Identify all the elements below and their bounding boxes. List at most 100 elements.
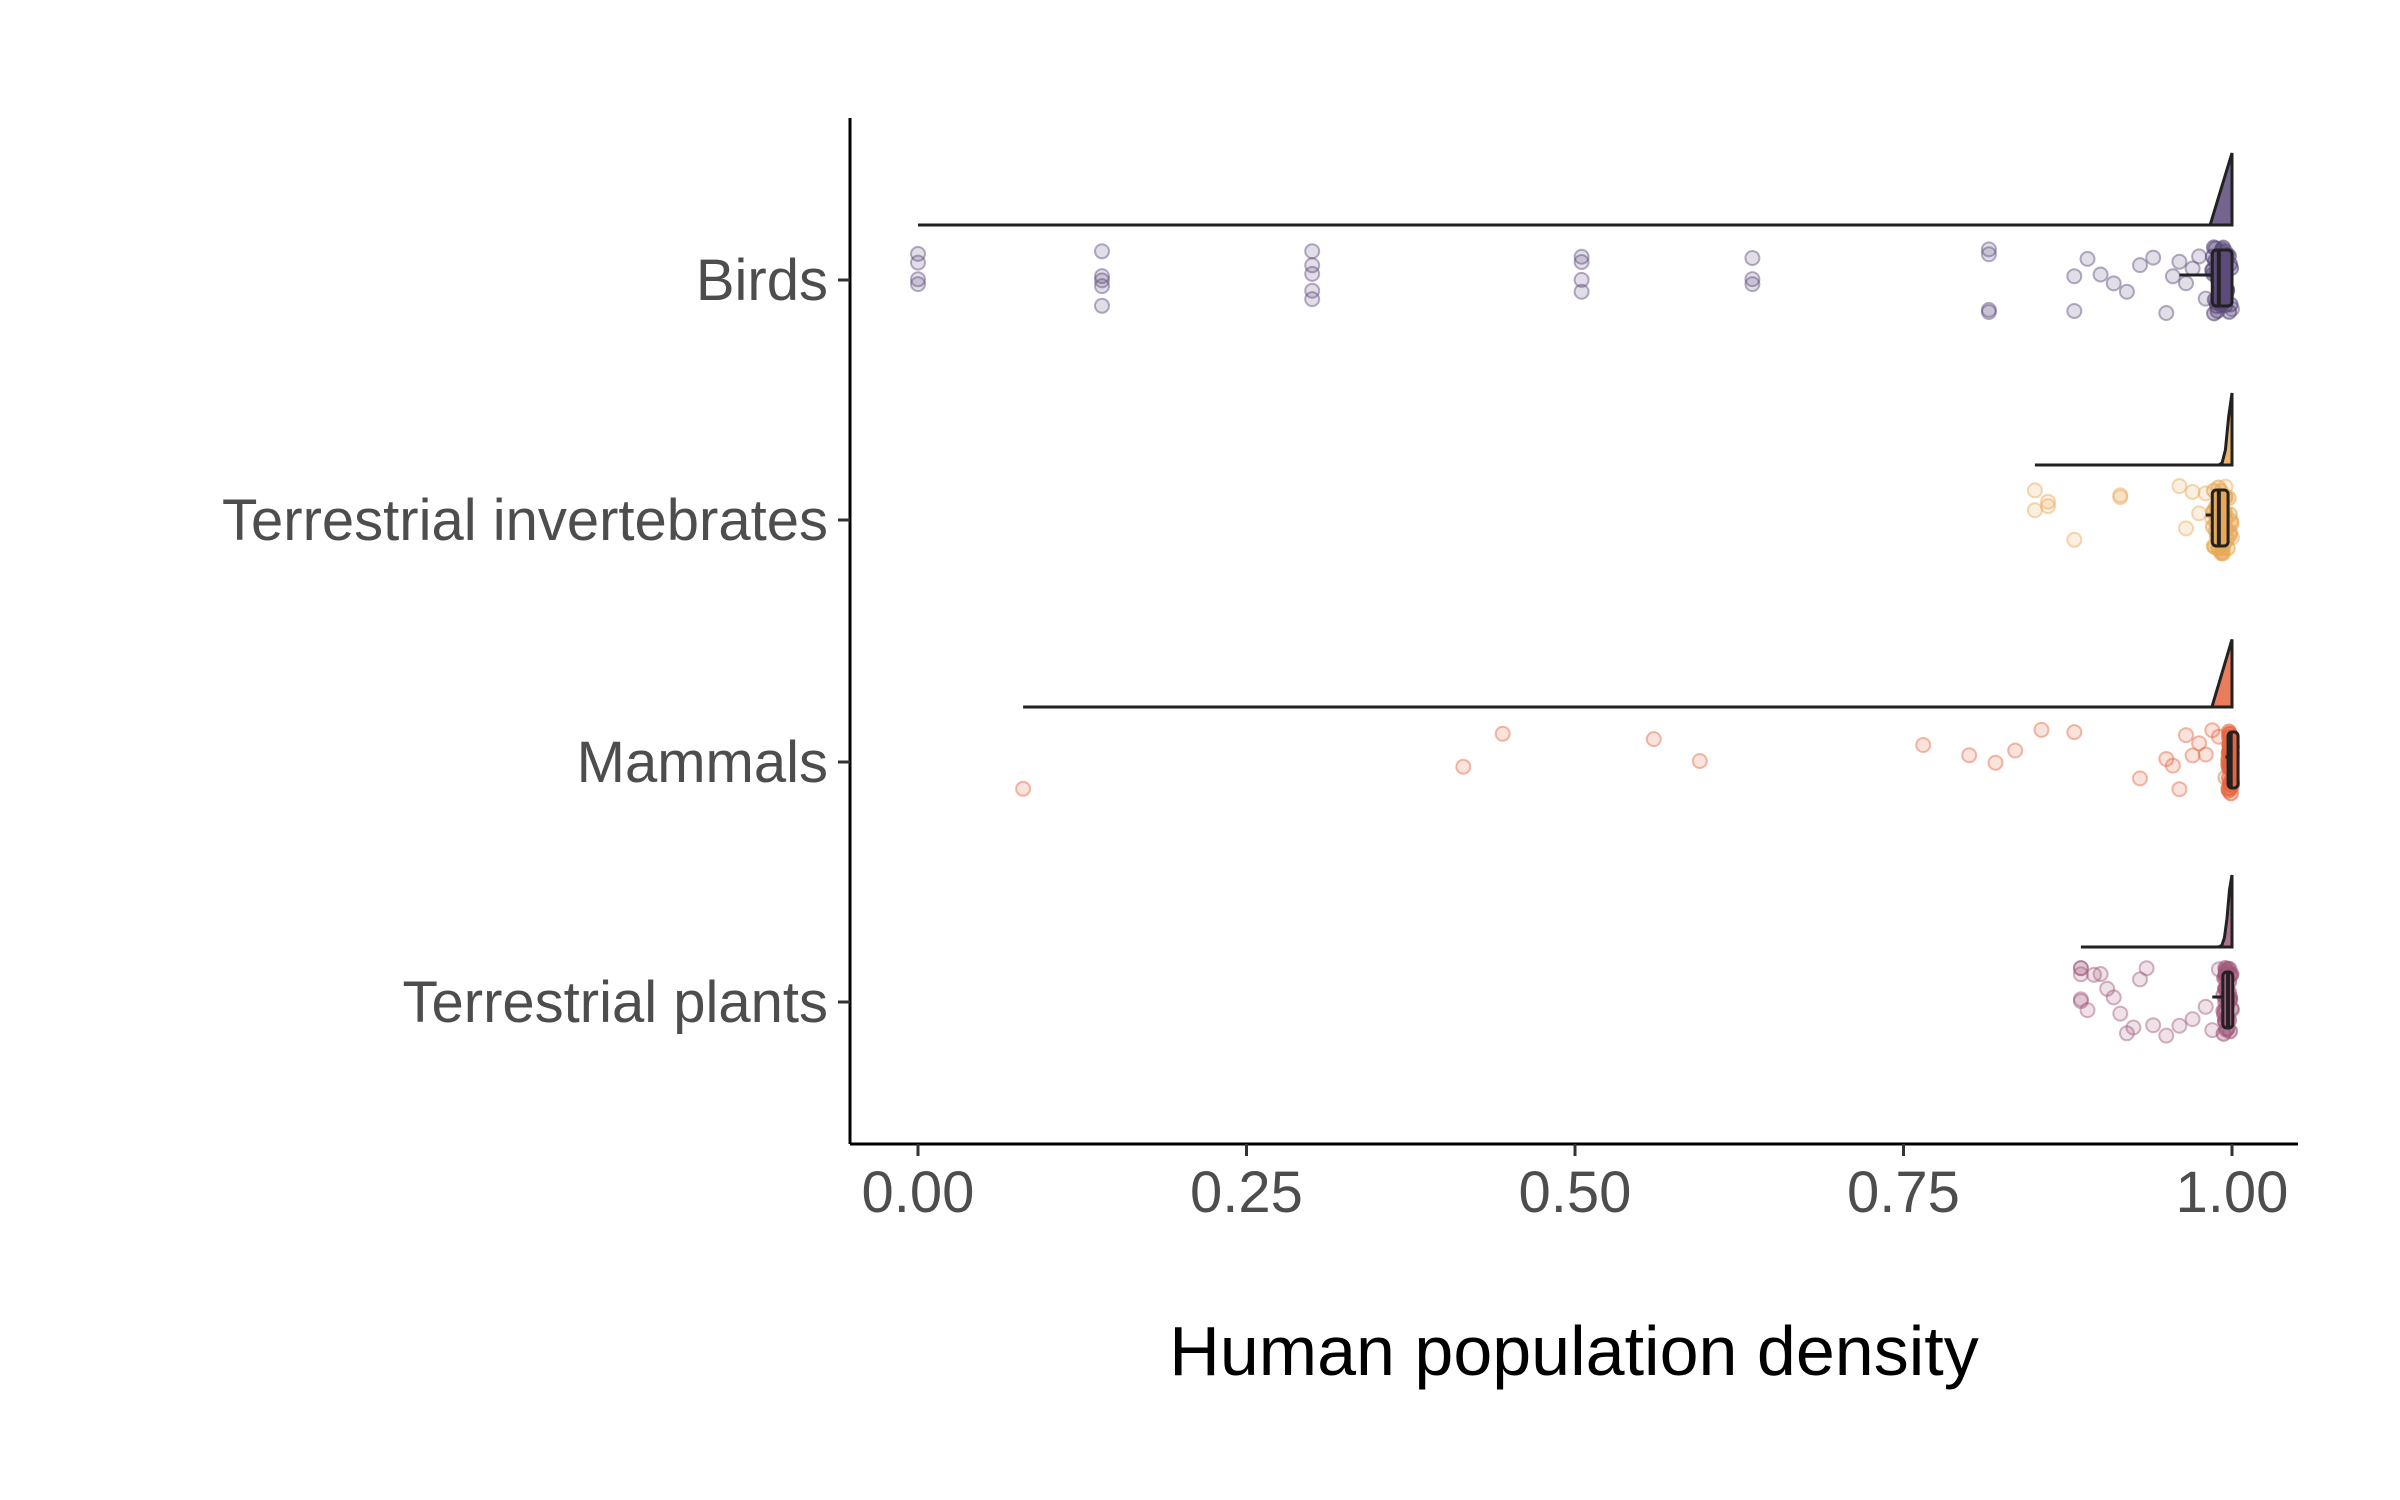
point [1573, 271, 1590, 288]
point [2132, 257, 2148, 274]
point [1094, 278, 1110, 295]
point [2158, 305, 2175, 321]
point [2171, 253, 2188, 270]
density-terrestrial-plants [2080, 874, 2234, 949]
point [1304, 291, 1321, 308]
y-tick-label-terrestrial-plants: Terrestrial plants [403, 970, 828, 1035]
point [1915, 737, 1932, 753]
point [2066, 531, 2083, 548]
point [2026, 482, 2043, 499]
points-mammals [1015, 721, 2240, 802]
point [2105, 989, 2122, 1006]
points-birds [910, 239, 2240, 322]
point [1015, 780, 1032, 797]
point [2105, 275, 2122, 292]
jitter-points [910, 239, 2240, 1044]
point [2184, 747, 2201, 764]
point [1961, 747, 1978, 764]
point [1304, 265, 1321, 282]
box-mammals [2225, 730, 2240, 790]
point [2112, 487, 2129, 504]
point [1980, 301, 1997, 318]
point [1304, 243, 1321, 260]
point [2079, 250, 2096, 267]
point [1980, 241, 1997, 258]
density-birds [918, 152, 2234, 227]
x-axis-ticks: 0.00 0.25 0.50 0.75 1.00 [862, 1144, 2289, 1225]
point [1645, 731, 1662, 748]
y-tick-label-mammals: Mammals [577, 730, 828, 795]
point [2033, 721, 2050, 738]
box-body [2210, 248, 2234, 308]
point [1691, 753, 1708, 769]
point [2171, 781, 2188, 798]
point [2164, 757, 2181, 774]
point [2191, 505, 2208, 522]
point [1573, 283, 1590, 300]
point [2040, 498, 2056, 515]
point [1094, 243, 1110, 260]
y-tick-label-birds: Birds [696, 248, 828, 313]
point [1455, 758, 1472, 775]
point [2079, 1002, 2096, 1019]
point [2112, 1005, 2129, 1022]
point [1573, 254, 1590, 270]
point [2040, 493, 2056, 510]
point [910, 245, 926, 262]
point [2026, 502, 2043, 519]
point [2125, 1019, 2142, 1036]
point [2072, 960, 2089, 977]
point [2197, 746, 2214, 763]
point [2072, 993, 2089, 1010]
y-axis-ticks: Birds Terrestrial invertebrates Mammals Ter… [222, 248, 850, 1035]
point [1573, 248, 1590, 265]
density-terrestrial-invertebrates [2034, 392, 2234, 467]
density-mammals [1023, 638, 2234, 709]
point [2092, 966, 2109, 982]
point [1987, 754, 2004, 771]
density-clouds [918, 152, 2234, 949]
point [910, 276, 926, 293]
point [1494, 725, 1511, 742]
point [2066, 303, 2083, 319]
point [2197, 998, 2214, 1015]
point [910, 254, 926, 271]
point [2145, 249, 2162, 266]
box-terrestrial-invertebrates [2205, 488, 2230, 548]
boxplots [2179, 248, 2240, 1030]
point [1304, 257, 1321, 274]
point [1304, 282, 1321, 299]
x-tick-label: 1.00 [2176, 1160, 2289, 1225]
point [2164, 268, 2181, 285]
point [2072, 960, 2089, 976]
point [2158, 751, 2175, 767]
point [1744, 271, 1761, 288]
x-tick-label: 0.00 [862, 1160, 975, 1225]
point [1094, 268, 1110, 285]
point [2171, 478, 2188, 495]
point [2007, 742, 2024, 759]
box-terrestrial-plants [2212, 970, 2235, 1030]
point [2204, 722, 2221, 739]
point [2178, 727, 2194, 744]
point [1744, 250, 1761, 266]
point [1094, 272, 1110, 289]
point [2092, 266, 2109, 283]
points-terrestrial-plants [2072, 960, 2240, 1044]
point [2118, 1025, 2135, 1042]
point [2191, 735, 2208, 752]
point [2112, 489, 2129, 506]
point [1744, 276, 1761, 293]
point [2086, 966, 2102, 983]
y-tick-label-terrestrial-invertebrates: Terrestrial invertebrates [222, 488, 828, 553]
point [2138, 960, 2155, 977]
point [1094, 297, 1110, 314]
point [2066, 724, 2083, 741]
point [2099, 980, 2116, 997]
point [2178, 275, 2194, 292]
point [2072, 966, 2089, 983]
point [2178, 520, 2194, 537]
x-axis-title: Human population density [1169, 1312, 1978, 1390]
point [2145, 1017, 2162, 1034]
